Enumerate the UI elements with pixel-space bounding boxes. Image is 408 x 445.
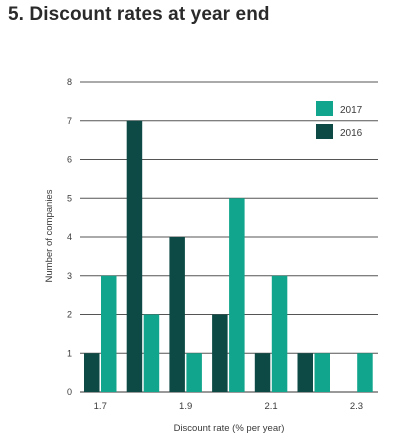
bar-2016-2.0 — [212, 314, 228, 392]
y-tick-label: 7 — [67, 116, 72, 126]
y-tick-label: 2 — [67, 310, 72, 320]
bar-2016-1.8 — [126, 120, 143, 392]
gridlines — [80, 81, 378, 393]
bar-2017-1.9 — [186, 353, 202, 392]
legend-label-2016: 2016 — [340, 128, 363, 139]
bar-2016-1.9 — [169, 237, 185, 392]
x-tick-label: 1.7 — [94, 401, 107, 412]
bar-2017-2.3 — [357, 353, 373, 392]
bar-2017-1.7 — [101, 275, 117, 392]
x-tick-label: 2.3 — [350, 401, 363, 412]
legend-swatch-2017 — [316, 101, 333, 116]
y-tick-label: 1 — [67, 348, 72, 358]
y-tick-label: 0 — [67, 387, 72, 397]
y-tick-label: 3 — [67, 271, 72, 281]
y-axis: 0 1 2 3 4 5 6 7 8 — [67, 77, 72, 397]
y-axis-label: Number of companies — [44, 189, 55, 282]
y-tick-label: 8 — [67, 77, 72, 87]
bar-2017-1.8 — [143, 314, 160, 392]
bar-2016-2.2 — [297, 353, 313, 392]
bar-2016-2.1 — [254, 353, 271, 392]
chart-title: 5. Discount rates at year end — [8, 4, 270, 25]
legend-swatch-2016 — [316, 124, 333, 139]
y-tick-label: 6 — [67, 155, 72, 165]
x-tick-label: 1.9 — [179, 401, 192, 412]
bar-2016-1.7 — [84, 353, 100, 392]
x-axis-label: Discount rate (% per year) — [174, 423, 285, 434]
legend-label-2017: 2017 — [340, 105, 363, 116]
bar-2017-2.2 — [314, 353, 330, 392]
x-axis: 1.7 1.9 2.1 2.3 — [94, 401, 363, 412]
x-tick-label: 2.1 — [264, 401, 277, 412]
bars — [84, 120, 373, 392]
bar-2017-2.0 — [229, 198, 245, 392]
y-tick-label: 4 — [67, 232, 72, 242]
y-tick-label: 5 — [67, 193, 72, 203]
legend: 2017 2016 — [316, 101, 363, 139]
bar-2017-2.1 — [271, 275, 288, 392]
